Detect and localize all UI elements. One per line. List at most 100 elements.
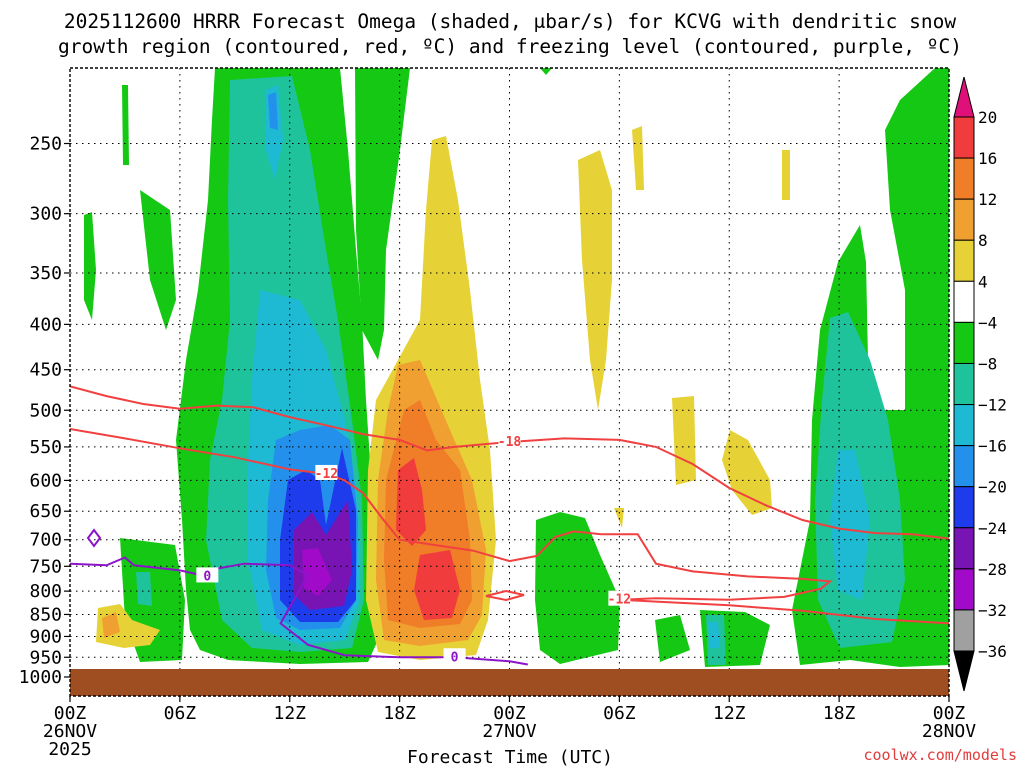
x-tick-label: 06Z <box>164 703 197 724</box>
colorbar-swatch <box>953 362 975 406</box>
y-tick-label: 800 <box>29 581 62 602</box>
colorbar-label: 20 <box>978 108 997 127</box>
colorbar-label: 16 <box>978 149 997 168</box>
x-date-label: 27NOV <box>482 721 536 742</box>
colorbar-swatch <box>953 157 975 200</box>
dendritic-small-loop <box>485 589 525 602</box>
colorbar-swatch <box>953 486 975 529</box>
y-tick-label: 500 <box>29 400 62 421</box>
x-tick-label: 18Z <box>383 703 416 724</box>
y-tick-label: 1000 <box>19 667 62 688</box>
y-axis: 2503003504004505005506006507007508008509… <box>19 134 70 688</box>
omega-area-cyan-right-block <box>708 622 720 648</box>
omega-area-green-right-low <box>655 615 690 662</box>
colorbar-label: −24 <box>978 519 1007 538</box>
contour-labels: -18 -12 -12 0 0 <box>196 432 631 665</box>
y-tick-label: 650 <box>29 501 62 522</box>
y-tick-label: 400 <box>29 314 62 335</box>
omega-area-green-small-right <box>918 252 932 282</box>
ground-surface <box>70 669 949 696</box>
freezing-level-diamond <box>86 528 102 548</box>
colorbar-arrow-bottom <box>953 650 975 692</box>
y-tick-label: 750 <box>29 556 62 577</box>
colorbar-swatch <box>953 568 975 611</box>
omega-area-yellow-right-mid <box>672 396 696 485</box>
omega-area-yellow-right-lobe <box>722 430 772 515</box>
colorbar-label: −12 <box>978 396 1007 415</box>
colorbar-label: −16 <box>978 437 1007 456</box>
contour-label-bg <box>608 590 631 606</box>
x-axis-title: Forecast Time (UTC) <box>407 747 613 768</box>
contour-label: 0 <box>203 569 211 584</box>
omega-area-green-column-left <box>84 212 96 320</box>
y-tick-label: 450 <box>29 360 62 381</box>
y-tick-label: 600 <box>29 470 62 491</box>
x-tick-label: 12Z <box>713 703 746 724</box>
colorbar-swatch <box>953 198 975 241</box>
colorbar-label: 12 <box>978 190 997 209</box>
contour-label: -12 <box>608 593 631 608</box>
omega-area-green-mid <box>535 512 620 664</box>
contour-label-bg <box>196 567 219 583</box>
x-tick-label: 00Z <box>54 703 87 724</box>
colorbar-swatch <box>953 609 975 652</box>
y-tick-label: 250 <box>29 134 62 155</box>
y-tick-label: 950 <box>29 647 62 668</box>
omega-area-yellow-right-small <box>782 150 790 200</box>
y-tick-label: 850 <box>29 604 62 625</box>
colorbar-label: −20 <box>978 478 1007 497</box>
x-date-label: 28NOV <box>922 721 976 742</box>
colorbar-label: −28 <box>978 560 1007 579</box>
omega-area-blue-upper <box>268 92 278 130</box>
contour-label: -12 <box>315 467 338 482</box>
x-date-label: 26NOV <box>43 721 97 742</box>
colorbar-label: −36 <box>978 642 1007 661</box>
contour-label-bg <box>498 432 521 448</box>
contour-label: 0 <box>451 650 459 665</box>
colorbar-swatch <box>953 116 975 159</box>
x-tick-label: 00Z <box>933 703 966 724</box>
colorbar-label: 8 <box>978 231 988 250</box>
x-tick-label: 06Z <box>603 703 636 724</box>
omega-area-cyan-east <box>830 450 870 600</box>
watermark: coolwx.com/models <box>863 746 1017 764</box>
y-tick-label: 900 <box>29 626 62 647</box>
colorbar-swatch <box>953 404 975 447</box>
colorbar-swatch <box>953 527 975 570</box>
chart-title-line-1: 2025112600 HRRR Forecast Omega (shaded, … <box>64 10 956 33</box>
omega-area-red-central-lower <box>414 550 460 620</box>
y-tick-label: 350 <box>29 263 62 284</box>
colorbar-label: −4 <box>978 313 997 332</box>
colorbar-swatch <box>953 239 975 282</box>
omega-area-yellow-mid <box>578 150 612 410</box>
colorbar-swatch <box>953 280 975 323</box>
omega-area-gold-left-low <box>102 612 120 638</box>
x-tick-label: 12Z <box>273 703 306 724</box>
colorbar-arrow-top <box>953 76 975 118</box>
y-tick-label: 550 <box>29 437 62 458</box>
colorbar-swatch <box>953 321 975 364</box>
y-tick-label: 300 <box>29 204 62 225</box>
shaded-omega-field <box>70 68 949 696</box>
contour-line <box>70 385 949 540</box>
colorbar-swatch <box>953 445 975 488</box>
colorbar: 20 16 12 8 4 −4 −8 −12 −16 −20 −24 −28 −32 −36 <box>953 76 1007 692</box>
x-tick-label: 18Z <box>823 703 856 724</box>
x-year-label: 2025 <box>48 739 91 760</box>
colorbar-label: 4 <box>978 272 988 291</box>
colorbar-label: −8 <box>978 354 997 373</box>
omega-area-green-lobe <box>140 190 176 330</box>
y-tick-label: 700 <box>29 530 62 551</box>
contour-label: -18 <box>498 435 522 450</box>
omega-area-violet-west <box>302 548 332 596</box>
contour-label-bg <box>443 648 466 664</box>
omega-area-teal-lower-left <box>136 572 152 606</box>
colorbar-label: −32 <box>978 601 1007 620</box>
omega-area-green-column-thin <box>122 85 129 165</box>
chart-title-line-2: growth region (contoured, red, ºC) and f… <box>58 35 962 58</box>
omega-area-yellow-right-top <box>632 126 644 190</box>
contour-line <box>70 556 528 666</box>
contour-label-bg <box>315 464 338 480</box>
